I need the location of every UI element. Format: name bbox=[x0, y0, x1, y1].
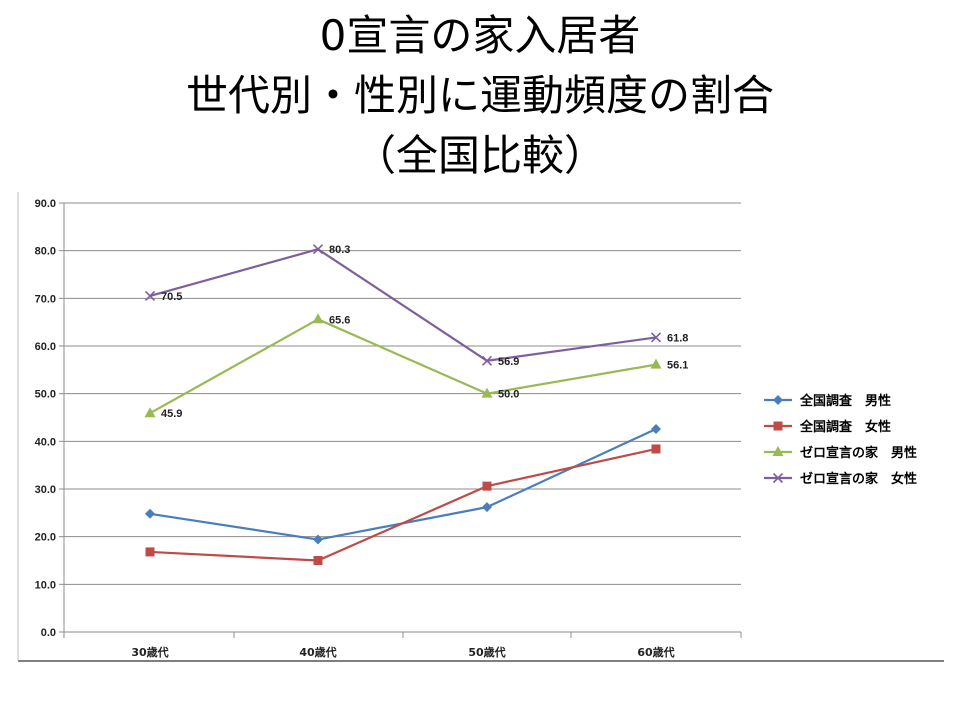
y-tick-label: 10.0 bbox=[35, 579, 56, 591]
series-line-3 bbox=[149, 318, 657, 415]
series-line-4 bbox=[149, 248, 657, 362]
legend-label: 全国調査 男性 bbox=[799, 393, 891, 409]
data-point bbox=[144, 290, 156, 302]
data-point bbox=[650, 332, 662, 343]
y-tick-label: 60.0 bbox=[35, 341, 56, 353]
legend-item: 全国調査 女性 bbox=[764, 419, 891, 435]
series-lines bbox=[144, 244, 662, 565]
data-point bbox=[651, 444, 661, 454]
x-tick-label: 50歳代 bbox=[468, 645, 505, 659]
x-tick-label: 30歳代 bbox=[131, 645, 168, 659]
data-point bbox=[313, 556, 323, 565]
data-point bbox=[481, 355, 493, 366]
y-tick-label: 80.0 bbox=[35, 246, 56, 258]
legend-item: ゼロ宣言の家 女性 bbox=[764, 471, 917, 487]
legend-marker bbox=[772, 472, 784, 484]
data-point bbox=[650, 358, 662, 369]
data-label: 65.6 bbox=[329, 314, 350, 326]
series-line-2 bbox=[149, 447, 657, 562]
axes: 0.0 10.0 20.0 30.0 40.0 50.0 60.0 70.0 80.0 90.0 3… bbox=[17, 192, 944, 662]
title-line-2: 世代別・性別に運動頻度の割合 bbox=[185, 71, 774, 120]
data-label: 61.8 bbox=[667, 332, 688, 344]
data-point bbox=[312, 244, 324, 255]
legend-label: 全国調査 女性 bbox=[799, 419, 891, 435]
legend-item: ゼロ宣言の家 男性 bbox=[764, 445, 917, 461]
data-point bbox=[145, 547, 155, 557]
y-tick-label: 30.0 bbox=[35, 484, 56, 496]
data-label: 56.1 bbox=[667, 360, 688, 372]
data-point bbox=[482, 502, 492, 513]
legend-label: ゼロ宣言の家 女性 bbox=[800, 471, 917, 487]
y-tick-label: 50.0 bbox=[35, 389, 56, 401]
data-label: 56.9 bbox=[498, 356, 519, 368]
title-line-3: （全国比較） bbox=[353, 131, 606, 180]
data-label: 50.0 bbox=[498, 389, 519, 401]
x-tick-label: 40歳代 bbox=[299, 645, 336, 659]
y-tick-label: 70.0 bbox=[35, 293, 56, 305]
y-tick-label: 20.0 bbox=[35, 532, 56, 544]
legend-item: 全国調査 男性 bbox=[764, 393, 891, 409]
data-point bbox=[482, 481, 492, 491]
slide-title: 0宣言の家入居者 世代別・性別に運動頻度の割合 （全国比較） bbox=[0, 6, 960, 186]
data-point bbox=[481, 387, 493, 398]
data-point bbox=[144, 407, 156, 418]
data-point bbox=[313, 534, 323, 545]
data-label: 70.5 bbox=[161, 291, 182, 303]
grid-lines bbox=[64, 202, 741, 585]
legend-marker bbox=[773, 395, 783, 405]
data-label: 45.9 bbox=[161, 408, 182, 420]
x-tick-label: 60歳代 bbox=[637, 645, 674, 659]
title-line-1: 0宣言の家入居者 bbox=[319, 11, 641, 60]
data-point bbox=[312, 313, 324, 324]
data-label: 80.3 bbox=[329, 244, 350, 256]
data-point bbox=[145, 508, 155, 519]
legend-marker bbox=[772, 446, 784, 456]
y-tick-label: 40.0 bbox=[35, 436, 56, 448]
legend-label: ゼロ宣言の家 男性 bbox=[800, 445, 917, 461]
y-tick-label: 90.0 bbox=[35, 198, 56, 210]
data-labels: 45.9 65.6 50.0 56.1 70.5 80.3 56.9 61.8 bbox=[161, 244, 688, 420]
data-point bbox=[651, 423, 661, 434]
legend-marker bbox=[773, 421, 783, 431]
y-tick-label: 0.0 bbox=[41, 627, 56, 639]
